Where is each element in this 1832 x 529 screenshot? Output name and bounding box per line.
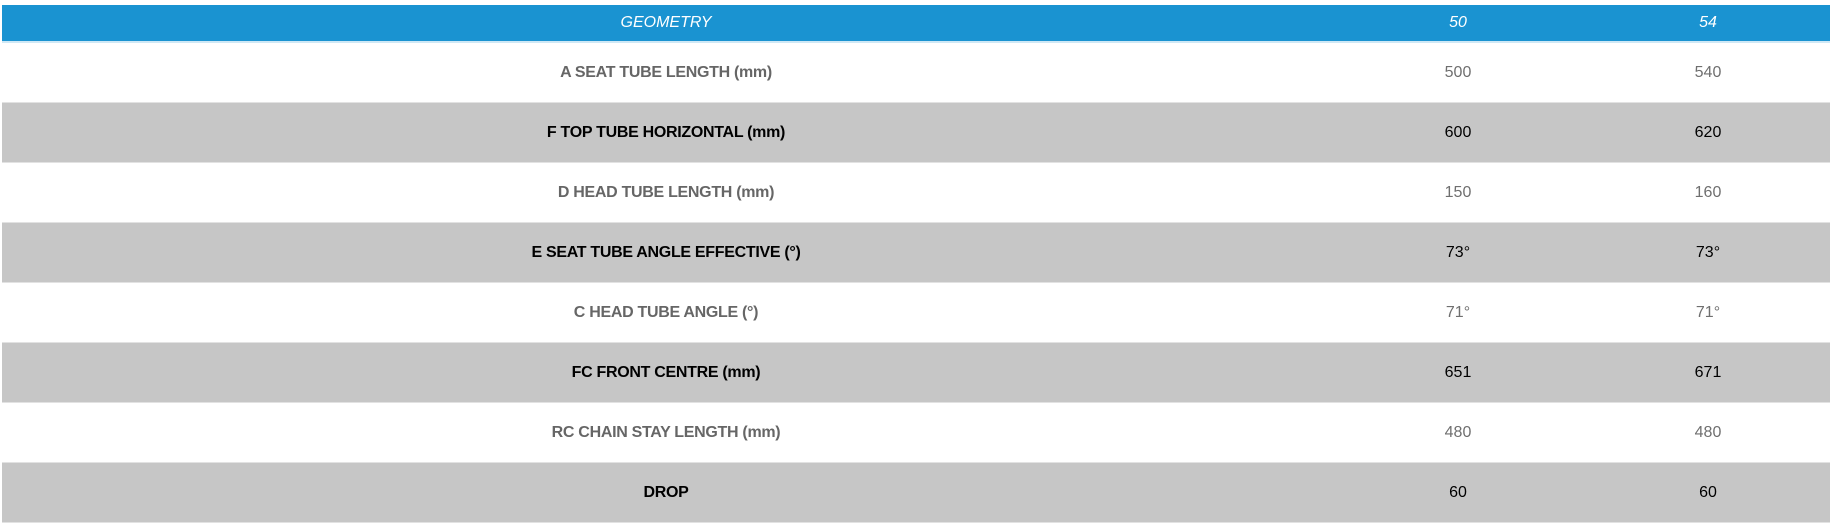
row-label: FC FRONT CENTRE (mm)	[2, 342, 1330, 403]
row-label: F TOP TUBE HORIZONTAL (mm)	[2, 102, 1330, 163]
header-size-54: 54	[1586, 5, 1830, 43]
row-value-54: 73°	[1586, 222, 1830, 283]
table-row: A SEAT TUBE LENGTH (mm) 500 540	[2, 42, 1830, 103]
table-row: F TOP TUBE HORIZONTAL (mm) 600 620	[2, 102, 1830, 163]
table-row: D HEAD TUBE LENGTH (mm) 150 160	[2, 162, 1830, 223]
row-value-50: 71°	[1330, 282, 1586, 343]
row-value-54: 480	[1586, 402, 1830, 463]
row-value-50: 60	[1330, 462, 1586, 523]
row-value-50: 150	[1330, 162, 1586, 223]
table-row: E SEAT TUBE ANGLE EFFECTIVE (°) 73° 73°	[2, 222, 1830, 283]
row-label: D HEAD TUBE LENGTH (mm)	[2, 162, 1330, 223]
table-row: C HEAD TUBE ANGLE (°) 71° 71°	[2, 282, 1830, 343]
geometry-table: GEOMETRY 50 54 A SEAT TUBE LENGTH (mm) 50…	[2, 5, 1830, 523]
row-label: DROP	[2, 462, 1330, 523]
header-title: GEOMETRY	[2, 5, 1330, 43]
row-label: C HEAD TUBE ANGLE (°)	[2, 282, 1330, 343]
row-label: RC CHAIN STAY LENGTH (mm)	[2, 402, 1330, 463]
row-value-50: 600	[1330, 102, 1586, 163]
table-row: RC CHAIN STAY LENGTH (mm) 480 480	[2, 402, 1830, 463]
row-value-54: 671	[1586, 342, 1830, 403]
row-value-50: 73°	[1330, 222, 1586, 283]
header-size-50: 50	[1330, 5, 1586, 43]
row-value-50: 651	[1330, 342, 1586, 403]
row-value-54: 620	[1586, 102, 1830, 163]
row-value-54: 71°	[1586, 282, 1830, 343]
header-row: GEOMETRY 50 54	[2, 5, 1830, 43]
row-value-50: 480	[1330, 402, 1586, 463]
row-label: A SEAT TUBE LENGTH (mm)	[2, 42, 1330, 103]
table-row: DROP 60 60	[2, 462, 1830, 523]
table-row: FC FRONT CENTRE (mm) 651 671	[2, 342, 1830, 403]
row-value-54: 540	[1586, 42, 1830, 103]
row-value-54: 60	[1586, 462, 1830, 523]
row-label: E SEAT TUBE ANGLE EFFECTIVE (°)	[2, 222, 1330, 283]
row-value-54: 160	[1586, 162, 1830, 223]
row-value-50: 500	[1330, 42, 1586, 103]
